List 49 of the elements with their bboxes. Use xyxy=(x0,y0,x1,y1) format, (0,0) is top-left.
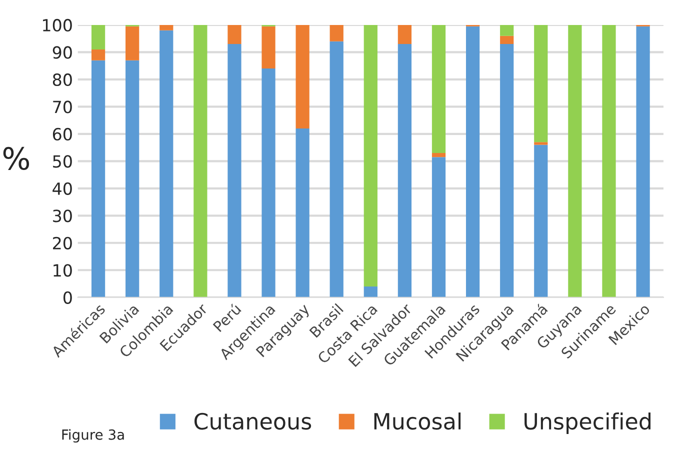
bar xyxy=(228,44,242,298)
bar xyxy=(500,36,514,44)
bar xyxy=(91,49,106,60)
bar xyxy=(534,24,548,142)
bar xyxy=(500,44,514,298)
y-tick-label: 80 xyxy=(52,73,72,86)
bar xyxy=(330,41,344,298)
bar xyxy=(432,24,446,153)
bar xyxy=(602,24,616,298)
legend-label: Cutaneous xyxy=(194,412,312,430)
y-tick-label: 60 xyxy=(52,128,72,140)
y-tick-label: 90 xyxy=(52,46,72,59)
bar xyxy=(91,60,106,298)
y-tick-label: 70 xyxy=(53,100,72,114)
bar xyxy=(296,128,310,298)
bar xyxy=(500,24,514,36)
bar xyxy=(398,44,412,298)
y-tick-label: 0 xyxy=(63,291,72,304)
bar xyxy=(364,24,378,286)
bar xyxy=(398,24,412,44)
bar xyxy=(534,142,548,145)
bar xyxy=(160,30,174,298)
bar xyxy=(466,26,480,298)
legend-label: Unspecified xyxy=(524,412,650,434)
y-tick-label: 20 xyxy=(53,236,72,250)
y-tick-label: 50 xyxy=(53,155,72,168)
bar xyxy=(262,68,276,298)
bar xyxy=(364,286,378,298)
bar xyxy=(330,24,344,42)
y-tick-label: 30 xyxy=(53,210,72,222)
bar xyxy=(262,26,276,69)
bar xyxy=(228,24,242,44)
bar xyxy=(568,24,582,298)
y-tick-label: 100 xyxy=(43,18,72,32)
caption: Figure 3a xyxy=(62,429,124,443)
bar xyxy=(432,157,446,298)
bar xyxy=(91,24,106,50)
bar xyxy=(534,144,548,298)
bar xyxy=(296,24,310,128)
legend-label: Mucosal xyxy=(374,412,461,430)
y-axis-title: % xyxy=(3,146,30,170)
bar xyxy=(636,26,650,298)
y-tick-label: 10 xyxy=(54,264,72,277)
bar xyxy=(126,26,140,60)
bar xyxy=(126,60,140,298)
bar xyxy=(160,24,174,30)
bar xyxy=(194,24,208,298)
y-tick-label: 40 xyxy=(52,182,72,195)
bar xyxy=(432,153,446,158)
